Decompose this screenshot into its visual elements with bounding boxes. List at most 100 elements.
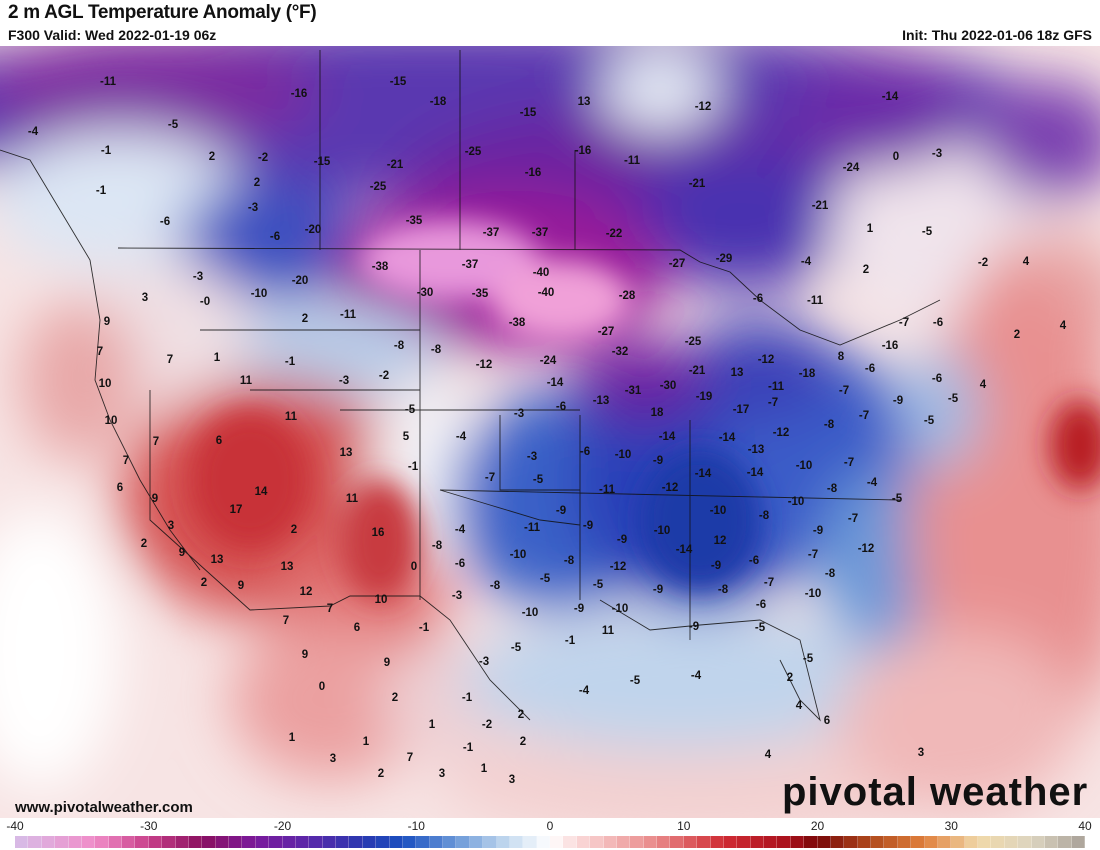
colorbar-cell [28,836,42,848]
anomaly-value-label: 13 [731,367,744,379]
anomaly-value-label: -40 [538,287,555,299]
anomaly-value-label: -14 [882,91,899,103]
anomaly-value-label: -8 [394,340,405,352]
valid-time: F300 Valid: Wed 2022-01-19 06z [8,27,217,43]
anomaly-value-label: 1 [289,732,296,744]
anomaly-value-label: -5 [630,675,641,687]
anomaly-value-label: -3 [514,408,524,420]
anomaly-value-label: -10 [612,603,629,615]
anomaly-value-label: 2 [209,151,215,163]
colorbar-cell [1058,836,1072,848]
anomaly-value-label: -20 [292,275,309,287]
anomaly-value-label: 13 [281,561,294,573]
anomaly-value-label: 7 [153,436,159,448]
anomaly-value-label: -10 [251,288,268,300]
anomaly-value-label: -8 [432,540,443,552]
anomaly-value-label: -11 [340,309,357,321]
colorbar-cell [991,836,1005,848]
anomaly-value-label: -15 [314,156,331,168]
colorbar-cell [616,836,631,848]
anomaly-value-label: 3 [918,747,924,759]
colorbar-cell [443,836,457,848]
colorbar-cell [429,836,443,848]
anomaly-value-label: -5 [511,642,522,654]
colorbar-cell [483,836,497,848]
anomaly-value-label: -8 [825,568,836,580]
anomaly-value-label: -6 [270,231,280,243]
colorbar-cell [603,836,617,848]
anomaly-value-label: -6 [749,555,759,567]
anomaly-value-label: -6 [933,317,943,329]
anomaly-value-label: -7 [839,385,849,397]
anomaly-value-label: -1 [565,635,576,647]
anomaly-value-label: -9 [653,455,663,467]
anomaly-value-label: -35 [472,288,489,300]
anomaly-value-label: -37 [462,259,479,271]
anomaly-value-label: -13 [593,395,610,407]
anomaly-value-label: -38 [372,261,389,273]
anomaly-value-label: -1 [96,185,107,197]
anomaly-value-label: -10 [805,588,822,600]
anomaly-value-label: 12 [714,535,727,547]
colorbar-cell [456,836,470,848]
colorbar-cell [509,836,524,848]
anomaly-value-label: 14 [255,486,268,498]
anomaly-value-label: -19 [696,391,713,403]
anomaly-value-label: -5 [803,653,814,665]
colorbar-cell [135,836,149,848]
anomaly-value-label: -8 [564,555,575,567]
anomaly-value-label: -18 [430,96,447,108]
anomaly-value-label: -14 [719,432,736,444]
anomaly-value-label: -30 [660,380,677,392]
anomaly-value-label: 2 [787,672,793,684]
anomaly-value-label: 0 [893,151,899,163]
anomaly-value-label: -7 [808,549,818,561]
colorbar-cell [122,836,136,848]
colorbar-cell [550,836,564,848]
anomaly-value-label: -9 [556,505,566,517]
anomaly-value-label: -8 [490,580,501,592]
anomaly-value-label: 2 [392,692,398,704]
anomaly-value-label: -8 [718,584,729,596]
anomaly-value-label: 3 [142,292,148,304]
anomaly-value-label: -5 [892,493,903,505]
anomaly-value-label: -3 [339,375,349,387]
anomaly-value-label: -15 [390,76,407,88]
anomaly-value-label: -5 [948,393,959,405]
colorbar-cell [269,836,283,848]
colorbar-cell [817,836,831,848]
anomaly-value-label: -11 [100,76,117,88]
anomaly-value-label: 9 [104,316,110,328]
anomaly-value-label: -16 [291,88,308,100]
anomaly-value-label: -10 [522,607,539,619]
anomaly-value-label: -14 [676,544,693,556]
colorbar-cell [630,836,644,848]
anomaly-value-label: 1 [481,763,488,775]
anomaly-value-label: 7 [407,752,413,764]
anomaly-value-label: -7 [764,577,774,589]
colorbar-cell [576,836,591,848]
anomaly-value-label: 3 [509,774,515,786]
website-url[interactable]: www.pivotalweather.com [15,799,193,816]
colorbar-cell [81,836,96,848]
anomaly-value-label: 9 [152,493,158,505]
anomaly-value-label: 1 [214,352,221,364]
anomaly-value-label: -2 [379,370,389,382]
anomaly-value-label: -3 [193,271,203,283]
colorbar-cell [108,836,122,848]
colorbar-cell [830,836,845,848]
anomaly-value-label: 3 [439,768,445,780]
anomaly-value-label: 6 [354,622,360,634]
anomaly-value-label: -5 [540,573,551,585]
anomaly-value-label: 12 [300,586,313,598]
colorbar-cell [670,836,684,848]
anomaly-value-label: -9 [574,603,584,615]
anomaly-value-label: -11 [524,522,541,534]
colorbar-cell [362,836,377,848]
anomaly-value-label: 11 [602,625,615,637]
anomaly-value-label: -11 [599,484,616,496]
anomaly-value-label: -27 [598,326,615,338]
colorbar-cell [496,836,510,848]
anomaly-value-label: -10 [654,525,671,537]
